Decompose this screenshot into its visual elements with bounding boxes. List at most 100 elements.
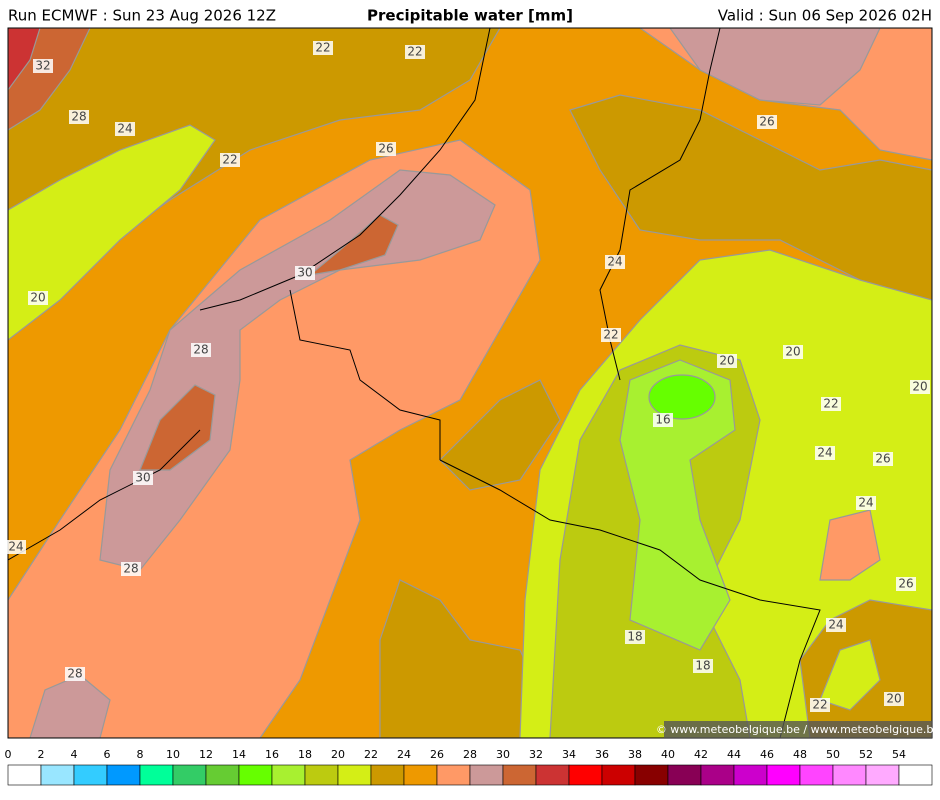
contour-label: 24 [8, 540, 23, 554]
colorbar-box [139, 764, 174, 786]
contour-label-bg [757, 115, 777, 129]
colorbar-box [403, 764, 438, 786]
colorbar-tick-label: 24 [397, 748, 411, 761]
map-frame [7, 27, 933, 739]
contour-label: 32 [35, 59, 50, 73]
colorbar-box [799, 764, 834, 786]
run-label: Run ECMWF : Sun 23 Aug 2026 12Z [8, 7, 276, 25]
colorbar-box [733, 764, 768, 786]
contour-label-bg [191, 343, 211, 357]
contour-label-bg [6, 540, 26, 554]
contour-label: 24 [817, 446, 832, 460]
contour-label-bg [69, 110, 89, 124]
contour-label: 26 [378, 142, 393, 156]
colorbar-box [502, 764, 537, 786]
contour-label-bg [856, 496, 876, 510]
colorbar-box [370, 764, 405, 786]
contour-label-bg [33, 59, 53, 73]
colorbar-tick-label: 12 [199, 748, 213, 761]
colorbar-box [700, 764, 735, 786]
colorbar-tick-label: 54 [892, 748, 906, 761]
colorbar-box [40, 764, 75, 786]
contour-label-bg [815, 446, 835, 460]
colorbar-tick-label: 28 [463, 748, 477, 761]
colorbar-box [865, 764, 900, 786]
credit: © www.meteobelgique.be / www.meteobelgiq… [656, 723, 940, 736]
contour-label-bg [717, 354, 737, 368]
contour-label-bg [821, 397, 841, 411]
map [8, 28, 932, 738]
colorbar-tick-label: 6 [104, 748, 111, 761]
contour-label: 20 [912, 380, 927, 394]
contour-label-bg [295, 266, 315, 280]
colorbar-tick-label: 18 [298, 748, 312, 761]
contour-label: 28 [193, 343, 208, 357]
colorbar-box [634, 764, 669, 786]
colorbar-tick-label: 16 [265, 748, 279, 761]
contour-label: 24 [117, 122, 132, 136]
colorbar-tick-label: 52 [859, 748, 873, 761]
colorbar-tick-label: 34 [562, 748, 576, 761]
colorbar-box [535, 764, 570, 786]
contour-label: 24 [607, 255, 622, 269]
contour-label-bg [693, 659, 713, 673]
contour-label-bg [605, 255, 625, 269]
contour-label-bg [873, 452, 893, 466]
colorbar-tick-label: 46 [760, 748, 774, 761]
contour-label-bg [65, 667, 85, 681]
colorbar-box [898, 764, 933, 786]
colorbar-tick-label: 10 [166, 748, 180, 761]
contour-label-bg [896, 577, 916, 591]
contour-label: 26 [875, 452, 890, 466]
contour-label-bg [121, 562, 141, 576]
colorbar-tick-label: 30 [496, 748, 510, 761]
colorbar-box [205, 764, 240, 786]
contour-label: 16 [655, 413, 670, 427]
colorbar-tick-label: 32 [529, 748, 543, 761]
contour-label: 28 [123, 562, 138, 576]
colorbar-box [436, 764, 471, 786]
colorbar-box [601, 764, 636, 786]
colorbar-box [469, 764, 504, 786]
colorbar-tick-label: 44 [727, 748, 741, 761]
colorbar-tick-label: 2 [38, 748, 45, 761]
colorbar-tick-label: 26 [430, 748, 444, 761]
contour-label: 22 [315, 41, 330, 55]
contour-label: 22 [222, 153, 237, 167]
contour-label-bg [625, 630, 645, 644]
colorbar-tick-label: 38 [628, 748, 642, 761]
contour-label-bg [133, 471, 153, 485]
contour-label-bg [313, 41, 333, 55]
contour-label: 20 [886, 692, 901, 706]
contour-label-bg [405, 45, 425, 59]
colorbar-box [766, 764, 801, 786]
colorbar-box [667, 764, 702, 786]
colorbar-tick-label: 36 [595, 748, 609, 761]
contour-label-bg [884, 692, 904, 706]
contour-label-bg [783, 345, 803, 359]
colorbar-box [337, 764, 372, 786]
colorbar: 0 2 4 6 8 10 12 14 16 18 20 22 24 26 28 30 32 34 36 38 40 42 4… [5, 748, 933, 786]
contour-label: 22 [407, 45, 422, 59]
colorbar-box [106, 764, 141, 786]
contour-label-bg [826, 618, 846, 632]
contour-label: 30 [297, 266, 312, 280]
contour-label: 24 [828, 618, 843, 632]
contour-label: 26 [898, 577, 913, 591]
contour-label-bg [910, 380, 930, 394]
contour-label: 24 [858, 496, 873, 510]
map-title: Precipitable water [mm] [367, 7, 573, 25]
colorbar-tick-label: 20 [331, 748, 345, 761]
colorbar-box [568, 764, 603, 786]
contour-label: 20 [30, 291, 45, 305]
contour-label: 26 [759, 115, 774, 129]
colorbar-tick-label: 42 [694, 748, 708, 761]
contour-label-bg [376, 142, 396, 156]
contour-label: 18 [627, 630, 642, 644]
contour-label: 22 [823, 397, 838, 411]
colorbar-tick-label: 40 [661, 748, 675, 761]
contour-label-bg [220, 153, 240, 167]
contour-label-bg [28, 291, 48, 305]
contour-label: 18 [695, 659, 710, 673]
contour-label: 20 [719, 354, 734, 368]
